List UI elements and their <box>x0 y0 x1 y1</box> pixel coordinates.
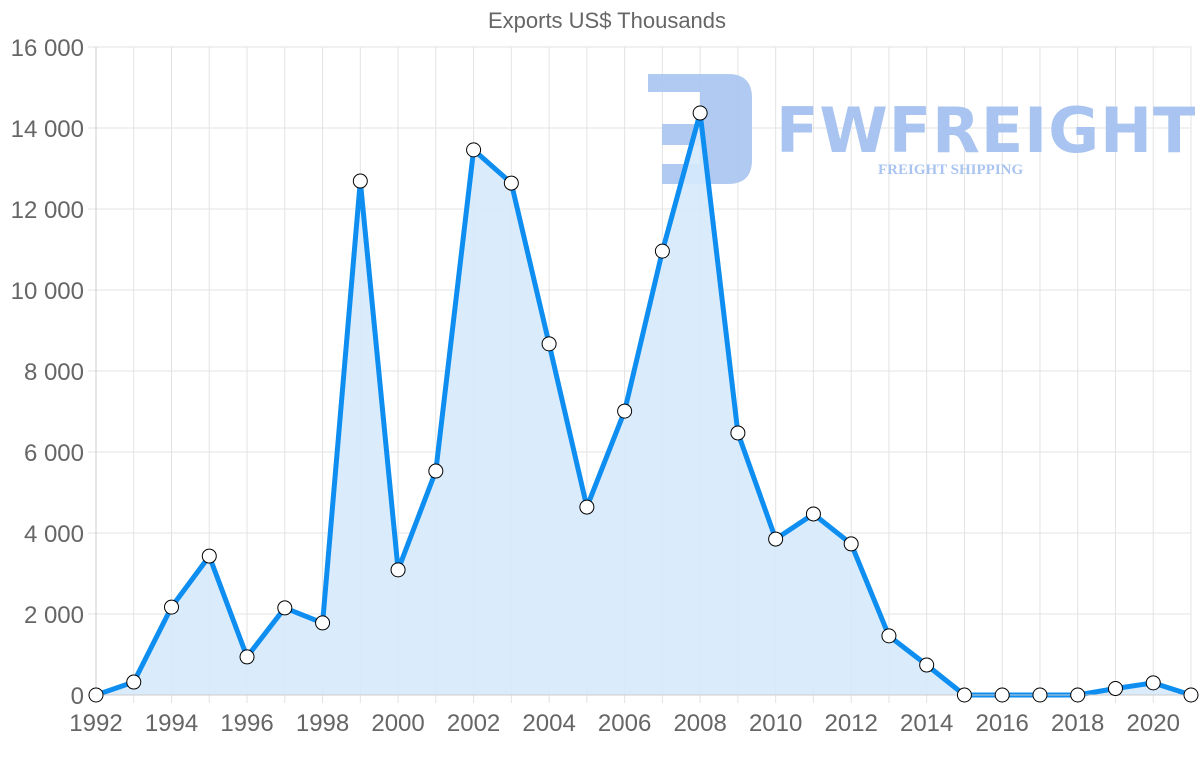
data-point-marker[interactable] <box>126 674 142 690</box>
x-tick-label: 2006 <box>598 710 651 737</box>
y-tick-label: 4 000 <box>24 521 84 548</box>
x-tick-label: 2016 <box>976 710 1029 737</box>
data-point-marker[interactable] <box>390 562 406 578</box>
data-point-marker[interactable] <box>239 649 255 665</box>
data-point-marker[interactable] <box>1032 687 1048 703</box>
area-fill <box>96 113 1191 695</box>
x-tick-label: 1996 <box>220 710 273 737</box>
data-point-marker[interactable] <box>277 600 293 616</box>
y-tick-label: 14 000 <box>11 116 84 143</box>
data-point-marker[interactable] <box>919 657 935 673</box>
data-point-marker[interactable] <box>428 463 444 479</box>
data-point-marker[interactable] <box>654 243 670 259</box>
x-tick-label: 2008 <box>673 710 726 737</box>
x-tick-label: 2014 <box>900 710 953 737</box>
data-point-marker[interactable] <box>352 173 368 189</box>
x-tick-label: 2018 <box>1051 710 1104 737</box>
data-point-marker[interactable] <box>164 599 180 615</box>
x-tick-label: 1994 <box>145 710 198 737</box>
x-tick-label: 2002 <box>447 710 500 737</box>
data-point-marker[interactable] <box>730 425 746 441</box>
watermark-brand: FWFREIGHT <box>776 94 1196 167</box>
x-tick-label: 1992 <box>69 710 122 737</box>
y-tick-label: 2 000 <box>24 602 84 629</box>
y-tick-label: 12 000 <box>11 197 84 224</box>
data-point-marker[interactable] <box>768 531 784 547</box>
data-point-marker[interactable] <box>692 105 708 121</box>
data-point-marker[interactable] <box>466 142 482 158</box>
watermark-logo: FWFREIGHT FREIGHT SHIPPING <box>648 74 1196 184</box>
data-point-marker[interactable] <box>994 687 1010 703</box>
data-point-marker[interactable] <box>1070 687 1086 703</box>
y-tick-label: 8 000 <box>24 359 84 386</box>
y-tick-label: 6 000 <box>24 440 84 467</box>
data-point-marker[interactable] <box>541 336 557 352</box>
axes: 0 2 000 4 000 6 000 8 000 10 000 12 000 14 000 1… <box>11 35 1191 737</box>
y-tick-label: 0 <box>71 683 84 710</box>
x-tick-label: 1998 <box>296 710 349 737</box>
y-tick-label: 16 000 <box>11 35 84 62</box>
data-point-marker[interactable] <box>617 403 633 419</box>
data-point-marker[interactable] <box>1107 681 1123 697</box>
data-point-marker[interactable] <box>881 628 897 644</box>
data-point-marker[interactable] <box>201 548 217 564</box>
y-tick-label: 10 000 <box>11 278 84 305</box>
data-point-marker[interactable] <box>315 615 331 631</box>
data-point-marker[interactable] <box>88 687 104 703</box>
data-point-marker[interactable] <box>1145 675 1161 691</box>
x-tick-label: 2004 <box>522 710 575 737</box>
x-tick-label: 2012 <box>824 710 877 737</box>
data-point-marker[interactable] <box>1183 687 1199 703</box>
data-point-marker[interactable] <box>956 687 972 703</box>
data-point-marker[interactable] <box>805 506 821 522</box>
data-point-marker[interactable] <box>503 175 519 191</box>
chart-title: Exports US$ Thousands <box>487 8 727 33</box>
data-markers <box>88 105 1199 703</box>
data-point-marker[interactable] <box>843 536 859 552</box>
watermark-tagline: FREIGHT SHIPPING <box>878 162 1023 178</box>
data-point-marker[interactable] <box>579 499 595 515</box>
x-tick-label: 2010 <box>749 710 802 737</box>
x-tick-label: 2000 <box>371 710 424 737</box>
x-tick-label: 2020 <box>1127 710 1180 737</box>
